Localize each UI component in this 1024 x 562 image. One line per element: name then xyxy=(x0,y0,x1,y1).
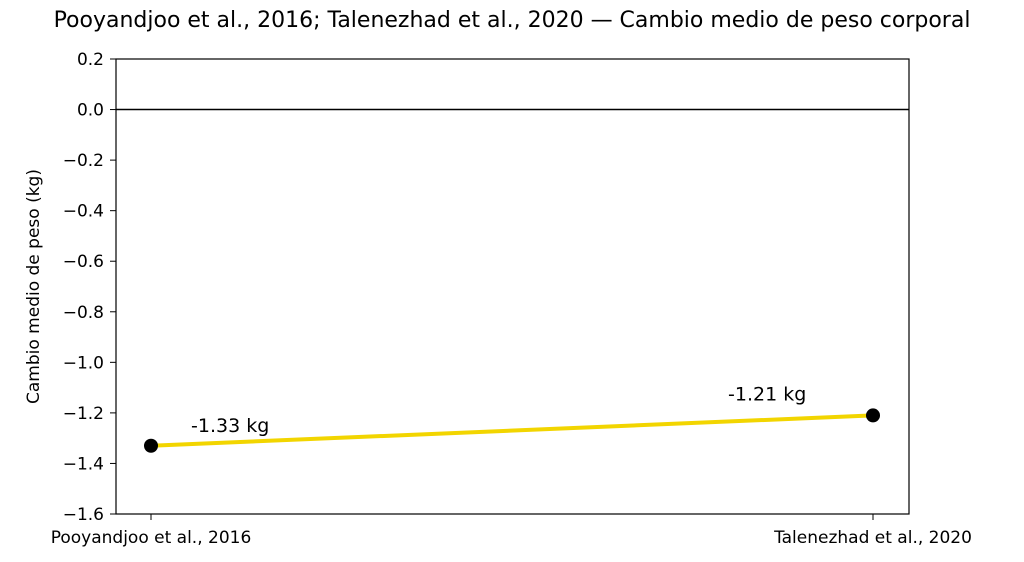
y-axis-label: Cambio medio de peso (kg) xyxy=(24,169,44,404)
x-tick-label: Pooyandjoo et al., 2016 xyxy=(51,528,252,548)
y-tick-label: −1.0 xyxy=(63,353,104,373)
chart-title: Pooyandjoo et al., 2016; Talenezhad et a… xyxy=(53,8,971,33)
data-point-marker xyxy=(866,408,880,423)
x-tick-label: Talenezhad et al., 2020 xyxy=(773,528,972,548)
x-axis: Pooyandjoo et al., 2016 Talenezhad et al.… xyxy=(51,514,972,548)
y-tick-label: −0.2 xyxy=(63,151,104,171)
y-tick-label: −1.6 xyxy=(63,505,104,525)
y-tick-label: −1.2 xyxy=(63,404,104,424)
plot-frame xyxy=(115,58,910,515)
data-point-marker xyxy=(144,438,158,453)
series-layer: -1.33 kg -1.21 kg xyxy=(144,383,880,453)
y-axis: 0.2 0.0 −0.2 −0.4 −0.6 −0.8 −1.0 −1.2 −1.4 −1.6 xyxy=(63,50,116,525)
y-tick-label: −0.8 xyxy=(63,303,104,323)
y-tick-label: 0.2 xyxy=(77,50,104,70)
y-tick-label: −0.4 xyxy=(63,202,104,222)
data-label: -1.33 kg xyxy=(191,415,269,437)
y-tick-label: −1.4 xyxy=(63,454,104,474)
y-tick-label: −0.6 xyxy=(63,252,104,272)
y-tick-label: 0.0 xyxy=(77,101,104,121)
data-label: -1.21 kg xyxy=(728,383,806,405)
series-line xyxy=(150,413,874,448)
